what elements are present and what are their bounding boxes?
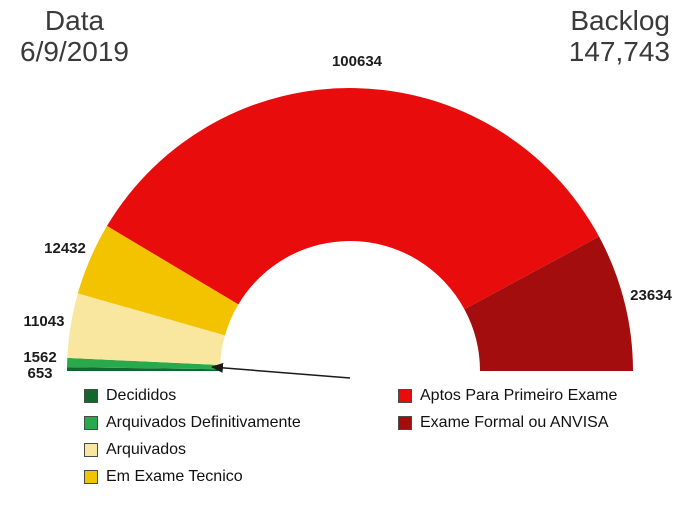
segment-value-label: 23634: [630, 287, 672, 304]
annotation-arrow: [211, 362, 351, 379]
segment-value-label: 653: [27, 365, 52, 382]
backlog-value: 147,743: [568, 36, 670, 67]
legend-swatch: [84, 415, 98, 430]
date-block: Data 6/9/2019: [20, 5, 129, 67]
segment-value-label: 100634: [332, 53, 383, 70]
legend-label: Exame Formal ou ANVISA: [420, 413, 609, 431]
segment-decididos: [67, 367, 221, 371]
legend-swatch: [398, 388, 412, 403]
legend-label: Decididos: [106, 386, 177, 404]
legend-swatch: [84, 442, 98, 457]
legend-item-aptos-para-primeiro-exame: Aptos Para Primeiro Exame: [398, 382, 617, 409]
legend-label: Aptos Para Primeiro Exame: [420, 386, 618, 404]
legend-column-left: Decididos Arquivados Definitivamente Arqui…: [84, 382, 301, 490]
segment-em-exame-tecnico: [77, 225, 239, 336]
legend-swatch: [84, 469, 98, 484]
segment-value-label: 11043: [24, 313, 65, 330]
date-label: Data: [44, 5, 105, 36]
segment-exame-formal-ou-anvisa: [464, 236, 633, 371]
segment-value-label: 12432: [44, 240, 86, 257]
legend-swatch: [398, 415, 412, 430]
date-value: 6/9/2019: [20, 36, 129, 67]
legend-item-arquivados: Arquivados: [84, 436, 301, 463]
legend-item-em-exame-tecnico: Em Exame Tecnico: [84, 463, 301, 490]
segment-aptos-para-primeiro-exame: [107, 88, 600, 310]
legend-label: Arquivados: [106, 440, 187, 458]
segment-value-label: 1562: [23, 349, 56, 366]
legend-label: Arquivados Definitivamente: [106, 413, 301, 431]
backlog-block: Backlog 147,743: [569, 5, 670, 67]
legend-item-exame-formal-ou-anvisa: Exame Formal ou ANVISA: [398, 409, 617, 436]
legend-label: Em Exame Tecnico: [106, 467, 243, 485]
legend-item-arquivados-definitivamente: Arquivados Definitivamente: [84, 409, 301, 436]
legend-swatch: [84, 388, 98, 403]
legend-column-right: Aptos Para Primeiro Exame Exame Formal ou…: [398, 382, 617, 436]
segment-arquivados-definitivamente: [67, 357, 221, 370]
segment-arquivados: [67, 293, 225, 365]
gauge-segments: [67, 88, 633, 371]
arrow-line: [211, 362, 351, 379]
legend-item-decididos: Decididos: [84, 382, 301, 409]
backlog-label: Backlog: [570, 5, 670, 36]
